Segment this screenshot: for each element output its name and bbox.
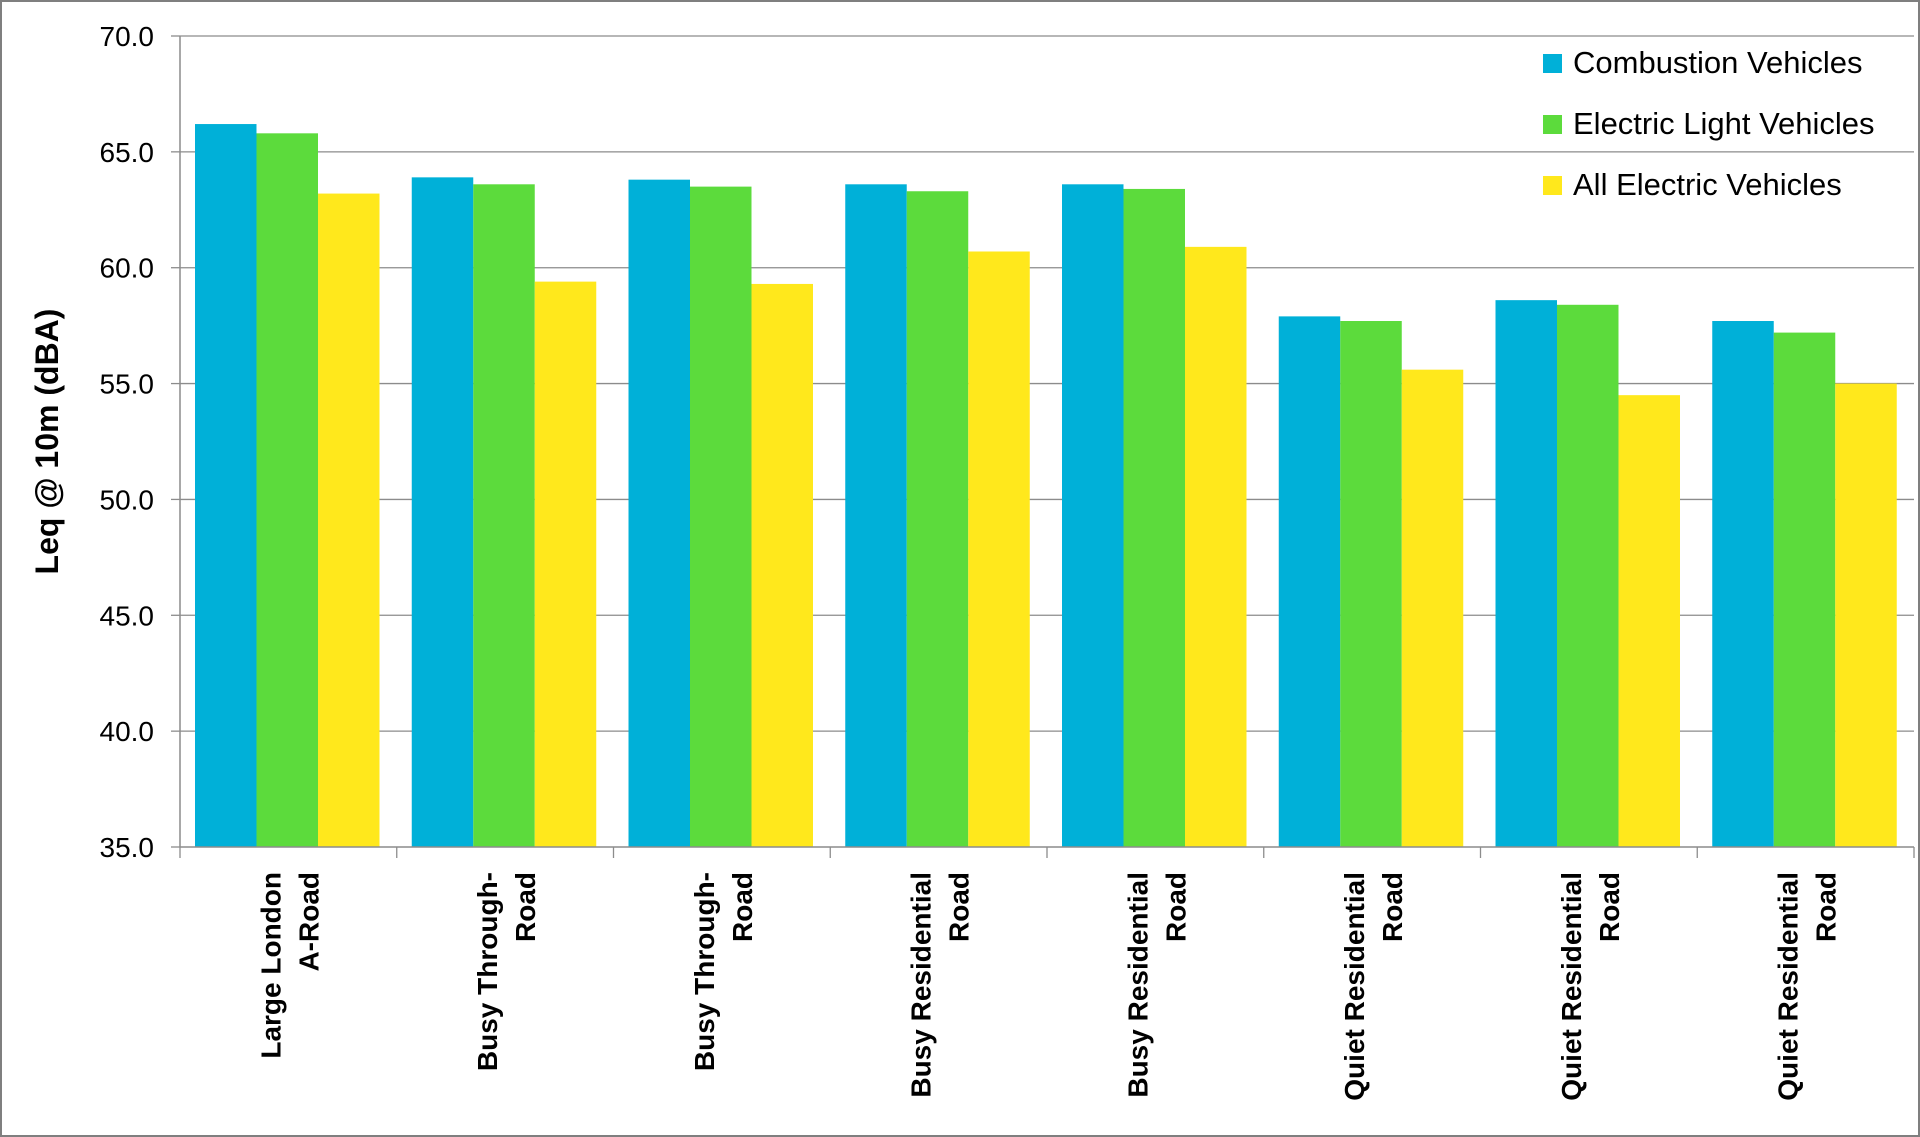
bar [1557, 304, 1619, 847]
bar [1618, 395, 1680, 847]
bar [628, 179, 690, 848]
y-tick-label: 40.0 [100, 716, 155, 747]
x-category-label-line: Road [510, 872, 541, 942]
y-tick-label: 50.0 [100, 484, 155, 515]
x-category-label-line: Busy Residential [1122, 872, 1153, 1098]
legend-label: Electric Light Vehicles [1573, 106, 1875, 141]
y-tick-label: 70.0 [100, 21, 155, 52]
x-category-label-line: Road [944, 872, 975, 942]
x-category-label-line: Large London [255, 872, 286, 1059]
x-category-label: Quiet Residential Road [1773, 872, 1842, 1101]
bar [256, 133, 318, 847]
x-category-label-line: A-Road [293, 872, 324, 972]
x-category-label: Quiet Residential Road [1556, 872, 1625, 1101]
y-tick-label: 35.0 [100, 832, 155, 863]
bar [1062, 184, 1124, 848]
bar [473, 184, 535, 848]
x-category-label-line: Quiet Residential [1556, 872, 1587, 1101]
bar [1185, 246, 1247, 848]
x-category-label: Busy Through- Road [689, 872, 758, 1071]
x-category-label-line: Busy Through- [689, 872, 720, 1071]
bar [845, 184, 907, 848]
bar [1340, 321, 1402, 848]
legend-swatch [1543, 115, 1562, 134]
y-tick-label: 60.0 [100, 253, 155, 284]
x-category-label-line: Road [1594, 872, 1625, 942]
y-tick-label: 65.0 [100, 137, 155, 168]
legend-label: Combustion Vehicles [1573, 45, 1863, 80]
legend-swatch [1543, 176, 1562, 195]
x-category-label-line: Road [1377, 872, 1408, 942]
y-tick-label: 45.0 [100, 600, 155, 631]
legend-swatch [1543, 54, 1562, 73]
x-category-label-line: Road [727, 872, 758, 942]
bar [968, 251, 1030, 848]
x-category-label-line: Quiet Residential [1773, 872, 1804, 1101]
x-category-label: Busy Residential Road [906, 872, 975, 1098]
bar [1278, 316, 1341, 848]
bar [1712, 321, 1774, 848]
bar [1773, 332, 1836, 847]
bar [690, 186, 752, 848]
x-category-label-line: Road [1811, 872, 1842, 942]
x-category-label: Busy Residential Road [1122, 872, 1191, 1098]
x-category-label-line: Quiet Residential [1339, 872, 1370, 1101]
bar [1401, 369, 1464, 847]
x-category-label-line: Road [1160, 872, 1191, 942]
x-category-label-line: Busy Residential [906, 872, 937, 1098]
bar [318, 193, 380, 847]
bar [751, 283, 813, 847]
legend-label: All Electric Vehicles [1573, 167, 1842, 202]
y-tick-label: 55.0 [100, 369, 155, 400]
bar [534, 281, 597, 847]
x-category-label: Large London A-Road [255, 872, 324, 1059]
bar [1835, 383, 1897, 847]
y-axis-title: Leq @ 10m (dBA) [29, 309, 65, 575]
x-category-label-line: Busy Through- [472, 872, 503, 1071]
bar [195, 124, 257, 847]
bar [1123, 188, 1185, 848]
bar [1495, 300, 1557, 847]
x-category-label: Busy Through- Road [472, 872, 541, 1071]
bar [906, 191, 969, 848]
x-category-label: Quiet Residential Road [1339, 872, 1408, 1101]
bar [411, 177, 474, 848]
